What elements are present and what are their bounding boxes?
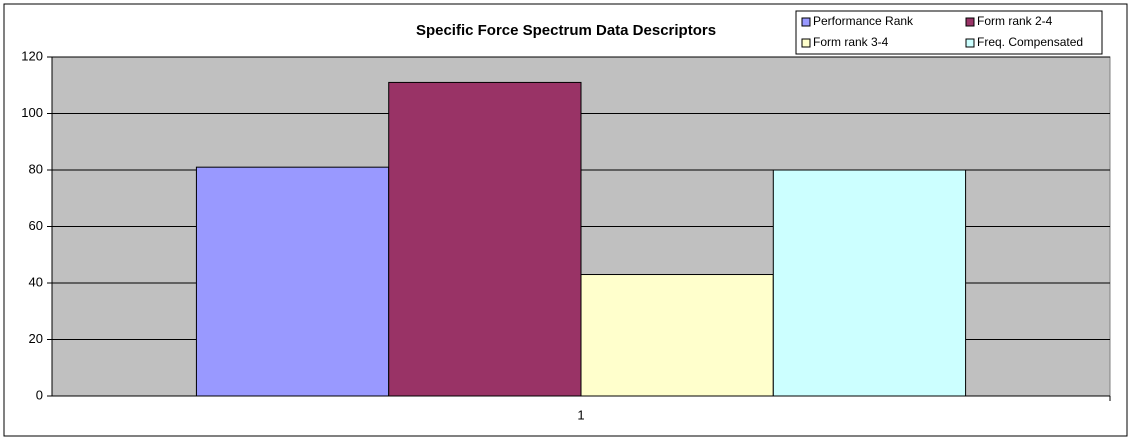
y-tick-label: 40 (29, 274, 43, 289)
legend-label: Freq. Compensated (977, 35, 1083, 49)
y-tick-label: 80 (29, 161, 43, 176)
y-tick-label: 100 (21, 105, 43, 120)
legend-swatch (965, 17, 975, 27)
y-tick-label: 20 (29, 331, 43, 346)
y-tick-label: 0 (36, 387, 43, 402)
legend: Performance Rank Form rank 2-4 Form rank 3… (795, 10, 1103, 55)
y-tick-label: 120 (21, 48, 43, 63)
x-tick-label: 1 (577, 407, 584, 422)
y-tick-label: 60 (29, 218, 43, 233)
legend-swatch (801, 17, 811, 27)
bar (772, 169, 967, 397)
legend-label: Form rank 2-4 (977, 14, 1053, 28)
bar (195, 166, 390, 397)
legend-swatch (965, 38, 975, 48)
legend-label: Performance Rank (813, 14, 914, 28)
bar (388, 81, 582, 397)
legend-swatch (801, 38, 811, 48)
legend-box (795, 10, 1103, 55)
chart-title: Specific Force Spectrum Data Descriptors (416, 22, 716, 39)
legend-label: Form rank 3-4 (813, 35, 889, 49)
bar (580, 274, 774, 397)
